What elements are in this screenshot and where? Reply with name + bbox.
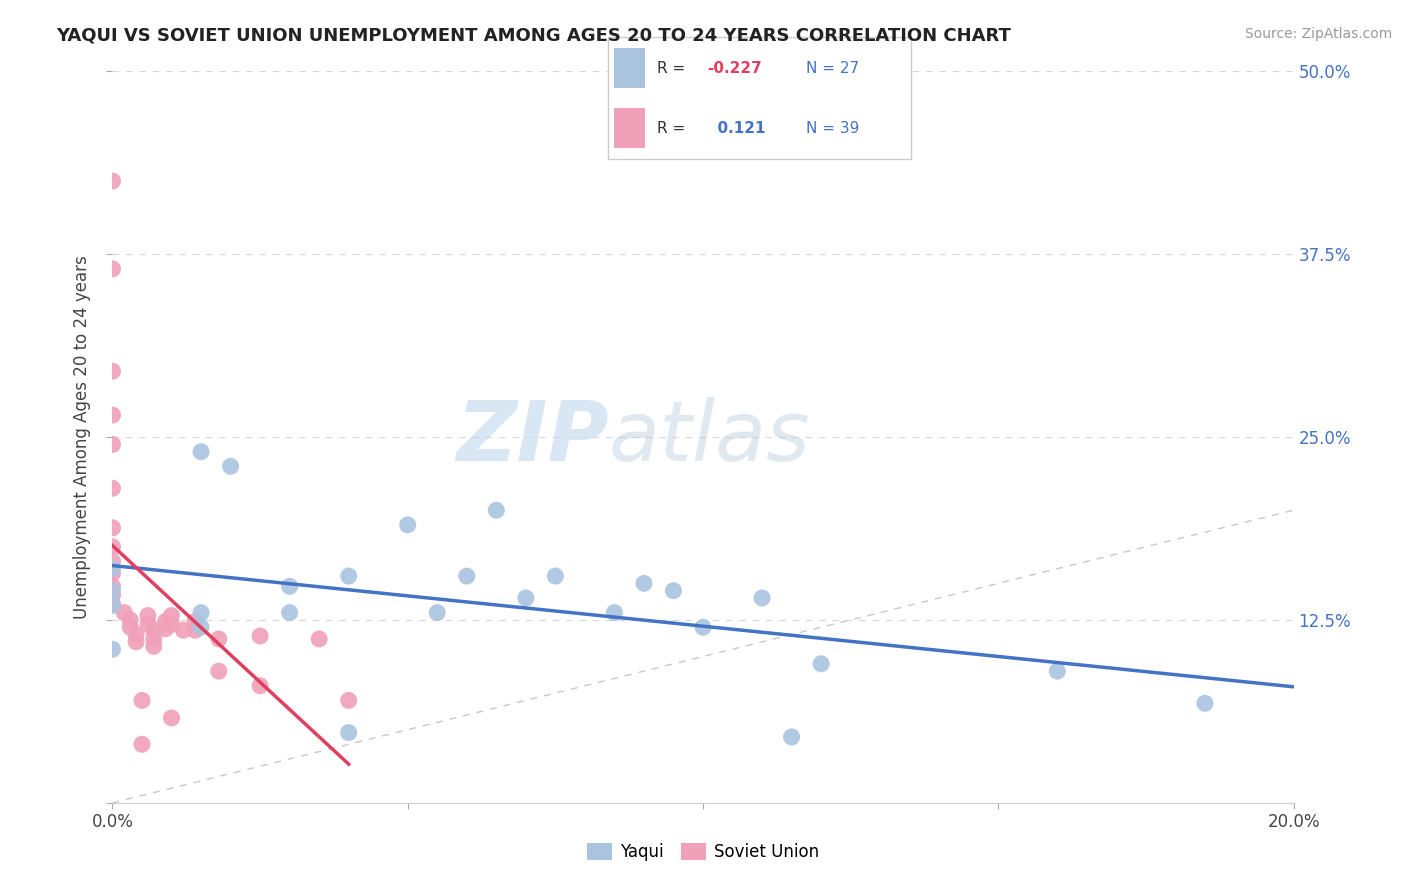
Point xyxy=(751,591,773,605)
Point xyxy=(101,579,124,593)
Text: YAQUI VS SOVIET UNION UNEMPLOYMENT AMONG AGES 20 TO 24 YEARS CORRELATION CHART: YAQUI VS SOVIET UNION UNEMPLOYMENT AMONG… xyxy=(56,27,1011,45)
Point xyxy=(101,408,124,422)
Point xyxy=(160,711,183,725)
Point xyxy=(219,459,242,474)
Point xyxy=(603,606,626,620)
Point xyxy=(190,606,212,620)
Point xyxy=(101,562,124,576)
Point xyxy=(142,623,165,637)
Point xyxy=(515,591,537,605)
FancyBboxPatch shape xyxy=(614,108,645,148)
Text: N = 27: N = 27 xyxy=(806,61,859,76)
Point xyxy=(544,569,567,583)
Point xyxy=(142,632,165,646)
Point xyxy=(101,364,124,378)
Point xyxy=(810,657,832,671)
Point xyxy=(101,437,124,451)
Point xyxy=(396,517,419,532)
Point xyxy=(101,583,124,598)
Text: ZIP: ZIP xyxy=(456,397,609,477)
Point xyxy=(160,608,183,623)
Point xyxy=(136,617,159,632)
Point xyxy=(136,608,159,623)
Point xyxy=(101,554,124,568)
Point xyxy=(101,481,124,495)
FancyBboxPatch shape xyxy=(614,48,645,88)
Point xyxy=(662,583,685,598)
Point xyxy=(692,620,714,634)
Point xyxy=(1046,664,1069,678)
Point xyxy=(120,613,142,627)
Point xyxy=(155,615,177,629)
Point xyxy=(184,615,207,629)
Point xyxy=(633,576,655,591)
Point xyxy=(208,632,231,646)
Point xyxy=(184,623,207,637)
Point xyxy=(131,737,153,751)
Y-axis label: Unemployment Among Ages 20 to 24 years: Unemployment Among Ages 20 to 24 years xyxy=(73,255,91,619)
Point xyxy=(426,606,449,620)
Text: atlas: atlas xyxy=(609,397,810,477)
Point xyxy=(337,693,360,707)
Text: -0.227: -0.227 xyxy=(707,61,762,76)
Point xyxy=(190,620,212,634)
Point xyxy=(101,174,124,188)
Point xyxy=(120,620,142,634)
Point xyxy=(101,521,124,535)
Text: 0.121: 0.121 xyxy=(707,120,765,136)
Point xyxy=(125,627,148,641)
Point xyxy=(337,725,360,739)
Point xyxy=(249,679,271,693)
Point xyxy=(249,629,271,643)
Point xyxy=(101,261,124,276)
Text: Source: ZipAtlas.com: Source: ZipAtlas.com xyxy=(1244,27,1392,41)
Point xyxy=(101,540,124,554)
Point xyxy=(131,693,153,707)
Text: R =: R = xyxy=(657,120,690,136)
Point xyxy=(112,606,135,620)
Point xyxy=(1194,696,1216,710)
Point xyxy=(101,599,124,613)
Point xyxy=(155,622,177,636)
Text: N = 39: N = 39 xyxy=(806,120,859,136)
Point xyxy=(101,642,124,657)
Point xyxy=(101,597,124,611)
Point xyxy=(278,606,301,620)
Point xyxy=(780,730,803,744)
Point xyxy=(278,579,301,593)
Point xyxy=(337,569,360,583)
Point xyxy=(101,588,124,602)
Point xyxy=(125,635,148,649)
Point xyxy=(101,566,124,581)
Point xyxy=(190,444,212,458)
Legend: Yaqui, Soviet Union: Yaqui, Soviet Union xyxy=(581,836,825,868)
FancyBboxPatch shape xyxy=(607,37,911,160)
Point xyxy=(208,664,231,678)
Point xyxy=(308,632,330,646)
Point xyxy=(485,503,508,517)
Point xyxy=(172,623,194,637)
Text: R =: R = xyxy=(657,61,690,76)
Point xyxy=(456,569,478,583)
Point xyxy=(160,617,183,632)
Point xyxy=(142,640,165,654)
